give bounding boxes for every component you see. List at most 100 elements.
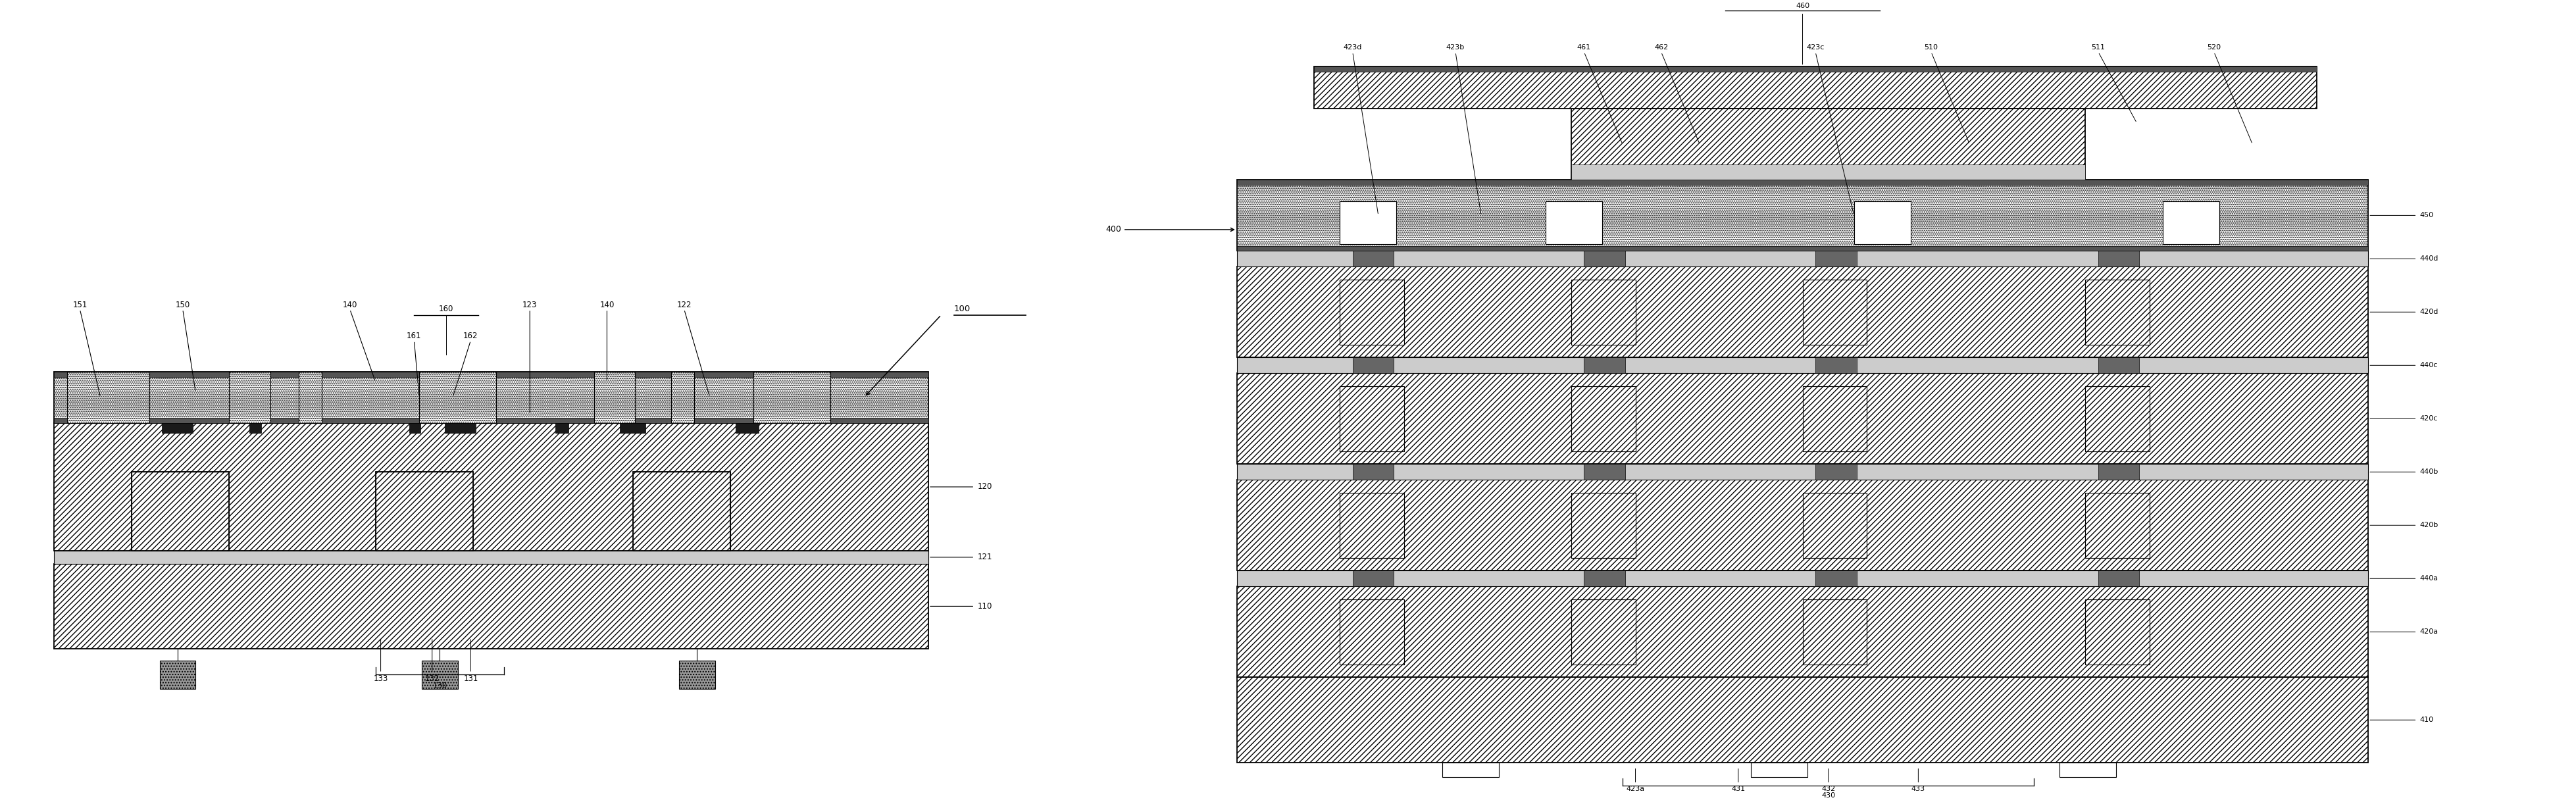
Bar — [376, 472, 474, 551]
Bar — [1340, 493, 1404, 558]
Text: 423b: 423b — [1445, 44, 1463, 51]
Bar — [1855, 201, 1909, 244]
Text: 423a: 423a — [1625, 786, 1643, 793]
Bar — [595, 372, 636, 423]
Bar — [1236, 677, 2367, 763]
Bar — [1340, 386, 1404, 452]
Bar — [1803, 386, 1868, 452]
Bar — [1352, 570, 1394, 587]
Text: 432: 432 — [1821, 786, 1834, 793]
Text: 123: 123 — [523, 301, 536, 309]
Bar — [556, 423, 569, 433]
Text: 462: 462 — [1654, 44, 1667, 51]
Bar — [2097, 251, 2138, 267]
Text: 440a: 440a — [2419, 575, 2437, 582]
Bar — [54, 372, 927, 377]
Bar — [1236, 246, 2367, 251]
Text: 133: 133 — [374, 675, 389, 683]
Bar — [1816, 251, 1857, 267]
Bar — [299, 372, 322, 423]
Bar — [2084, 280, 2148, 345]
Bar — [54, 418, 927, 423]
Bar — [229, 372, 270, 423]
Text: 460: 460 — [1795, 2, 1808, 10]
Bar — [1816, 570, 1857, 587]
Bar — [752, 372, 829, 423]
Bar — [2084, 280, 2148, 345]
Bar — [1816, 358, 1857, 373]
Text: 410: 410 — [2419, 717, 2432, 723]
Text: 511: 511 — [2092, 44, 2105, 51]
Bar — [1803, 599, 1868, 665]
Bar — [2084, 386, 2148, 452]
Bar — [2161, 201, 2218, 244]
Text: 510: 510 — [1924, 44, 1937, 51]
Text: 440d: 440d — [2419, 255, 2437, 262]
Bar — [131, 472, 229, 551]
Text: 131: 131 — [464, 675, 479, 683]
Text: 520: 520 — [2208, 44, 2221, 51]
Bar — [1340, 280, 1404, 345]
Bar — [680, 660, 714, 688]
Bar — [1803, 493, 1868, 558]
Bar — [1571, 386, 1636, 452]
Bar — [1352, 358, 1394, 373]
Bar — [1236, 358, 2367, 373]
Bar — [1340, 201, 1396, 244]
Bar — [1571, 164, 2084, 180]
Text: 420c: 420c — [2419, 415, 2437, 422]
Bar — [1314, 66, 2316, 72]
Text: 420d: 420d — [2419, 309, 2437, 315]
Bar — [1571, 493, 1636, 558]
Bar — [410, 423, 420, 433]
Text: 420b: 420b — [2419, 522, 2437, 528]
Bar — [1236, 180, 2367, 185]
Bar — [1236, 373, 2367, 464]
Text: 160: 160 — [438, 305, 453, 314]
Bar — [420, 372, 497, 423]
Bar — [250, 423, 260, 433]
Text: 162: 162 — [464, 332, 479, 340]
Bar — [1340, 599, 1404, 665]
Bar — [1803, 493, 1868, 558]
Bar — [621, 423, 647, 433]
Text: 151: 151 — [72, 301, 88, 309]
Text: 440c: 440c — [2419, 362, 2437, 368]
Bar — [376, 472, 474, 551]
Bar — [1816, 464, 1857, 480]
Bar — [1803, 386, 1868, 452]
Text: 161: 161 — [407, 332, 422, 340]
Text: 140: 140 — [343, 301, 358, 309]
Bar — [160, 660, 196, 688]
Bar — [634, 472, 729, 551]
Bar — [1803, 280, 1868, 345]
Bar — [734, 423, 757, 433]
Bar — [2084, 386, 2148, 452]
Bar — [2097, 570, 2138, 587]
Bar — [2084, 599, 2148, 665]
Text: 400: 400 — [1105, 225, 1234, 234]
Bar — [1571, 280, 1636, 345]
Bar — [2084, 493, 2148, 558]
Bar — [1443, 763, 1499, 776]
Bar — [1571, 599, 1636, 665]
Text: 130: 130 — [433, 682, 448, 690]
Bar — [1584, 464, 1625, 480]
Bar — [2097, 464, 2138, 480]
Bar — [1352, 464, 1394, 480]
Bar — [1571, 493, 1636, 558]
Bar — [1340, 280, 1404, 345]
Text: 423c: 423c — [1806, 44, 1824, 51]
Bar — [1546, 201, 1602, 244]
Bar — [67, 372, 149, 423]
Bar — [1571, 280, 1636, 345]
Bar — [422, 660, 459, 688]
Text: 120: 120 — [976, 482, 992, 491]
Text: 150: 150 — [175, 301, 191, 309]
Bar — [1584, 251, 1625, 267]
Bar — [1340, 493, 1404, 558]
Bar — [1584, 570, 1625, 587]
Text: 132: 132 — [425, 675, 440, 683]
Bar — [1571, 109, 2084, 180]
Bar — [1236, 464, 2367, 480]
